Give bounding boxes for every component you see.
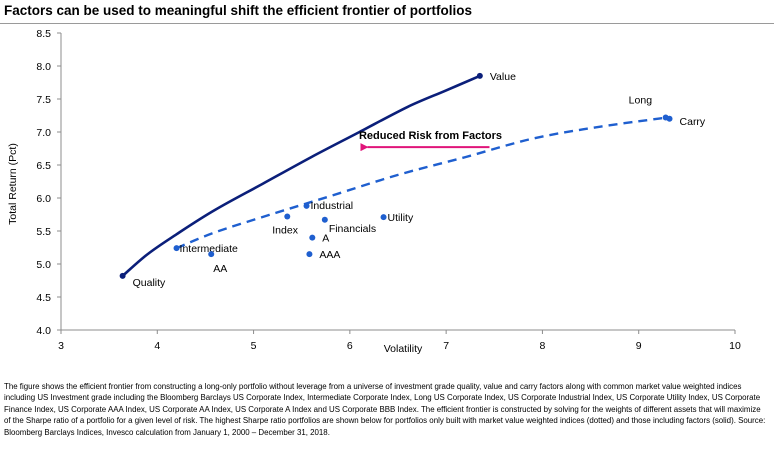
point-financials bbox=[321, 216, 328, 223]
point-label-utility: Utility bbox=[388, 212, 414, 224]
point-label-quality: Quality bbox=[133, 277, 166, 289]
point-index bbox=[284, 213, 291, 220]
annotation-label: Reduced Risk from Factors bbox=[359, 130, 502, 142]
frontier-chart: 4.0 4.5 5.0 5.5 6.0 6.5 7.0 7.5 8.0 8.5 3 4 5 6 7 8 9 10 V… bbox=[7, 28, 741, 355]
x-tick-label: 6 bbox=[347, 340, 353, 352]
y-tick-label: 4.0 bbox=[36, 325, 51, 337]
point-label-a: A bbox=[322, 233, 329, 245]
point-label-long: Long bbox=[629, 94, 653, 106]
x-tick-label: 3 bbox=[58, 340, 64, 352]
y-tick-label: 7.0 bbox=[36, 127, 51, 139]
point-label-intermediate: Intermediate bbox=[180, 243, 239, 255]
point-label-aaa: AAA bbox=[319, 249, 340, 261]
chart-title: Factors can be used to meaningful shift … bbox=[4, 3, 473, 18]
y-tick-label: 6.0 bbox=[36, 193, 51, 205]
x-tick-label: 10 bbox=[729, 340, 741, 352]
y-tick-label: 4.5 bbox=[36, 292, 51, 304]
point-a bbox=[309, 234, 316, 241]
point-carry bbox=[666, 115, 673, 122]
x-tick-label: 9 bbox=[636, 340, 642, 352]
x-tick-label: 5 bbox=[251, 340, 257, 352]
y-axis-label: Total Return (Pct) bbox=[7, 143, 19, 225]
x-tick-label: 7 bbox=[443, 340, 449, 352]
point-value bbox=[476, 72, 483, 79]
point-label-aa: AA bbox=[213, 263, 227, 275]
y-tick-label: 5.5 bbox=[36, 226, 51, 238]
factor-frontier-line bbox=[121, 74, 481, 277]
point-label-value: Value bbox=[490, 71, 516, 83]
market-index-frontier-line bbox=[176, 116, 668, 250]
y-tick-label: 8.0 bbox=[36, 61, 51, 73]
frontier-curves bbox=[121, 74, 668, 277]
title-divider bbox=[0, 23, 774, 24]
y-tick-label: 6.5 bbox=[36, 160, 51, 172]
point-quality bbox=[119, 272, 126, 279]
point-utility bbox=[380, 214, 387, 221]
y-tick-label: 5.0 bbox=[36, 259, 51, 271]
point-industrial bbox=[303, 202, 310, 209]
x-axis-label: Volatility bbox=[384, 343, 423, 355]
point-label-industrial: Industrial bbox=[311, 200, 354, 212]
data-points: Value Quality Long Carry Intermediate AA Indus… bbox=[119, 71, 706, 289]
axes: 4.0 4.5 5.0 5.5 6.0 6.5 7.0 7.5 8.0 8.5 3 4 5 6 7 8 9 10 V… bbox=[7, 28, 741, 355]
point-aa bbox=[208, 251, 215, 258]
y-tick-label: 7.5 bbox=[36, 94, 51, 106]
point-aaa bbox=[306, 251, 313, 258]
x-tick-label: 4 bbox=[154, 340, 160, 352]
x-tick-label: 8 bbox=[540, 340, 546, 352]
y-tick-label: 8.5 bbox=[36, 28, 51, 40]
annotation: Reduced Risk from Factors bbox=[359, 130, 502, 152]
point-label-carry: Carry bbox=[680, 116, 706, 128]
footnote: The figure shows the efficient frontier … bbox=[4, 382, 766, 437]
point-label-index: Index bbox=[272, 224, 298, 236]
point-label-financials: Financials bbox=[329, 223, 376, 235]
point-intermediate bbox=[173, 245, 180, 252]
